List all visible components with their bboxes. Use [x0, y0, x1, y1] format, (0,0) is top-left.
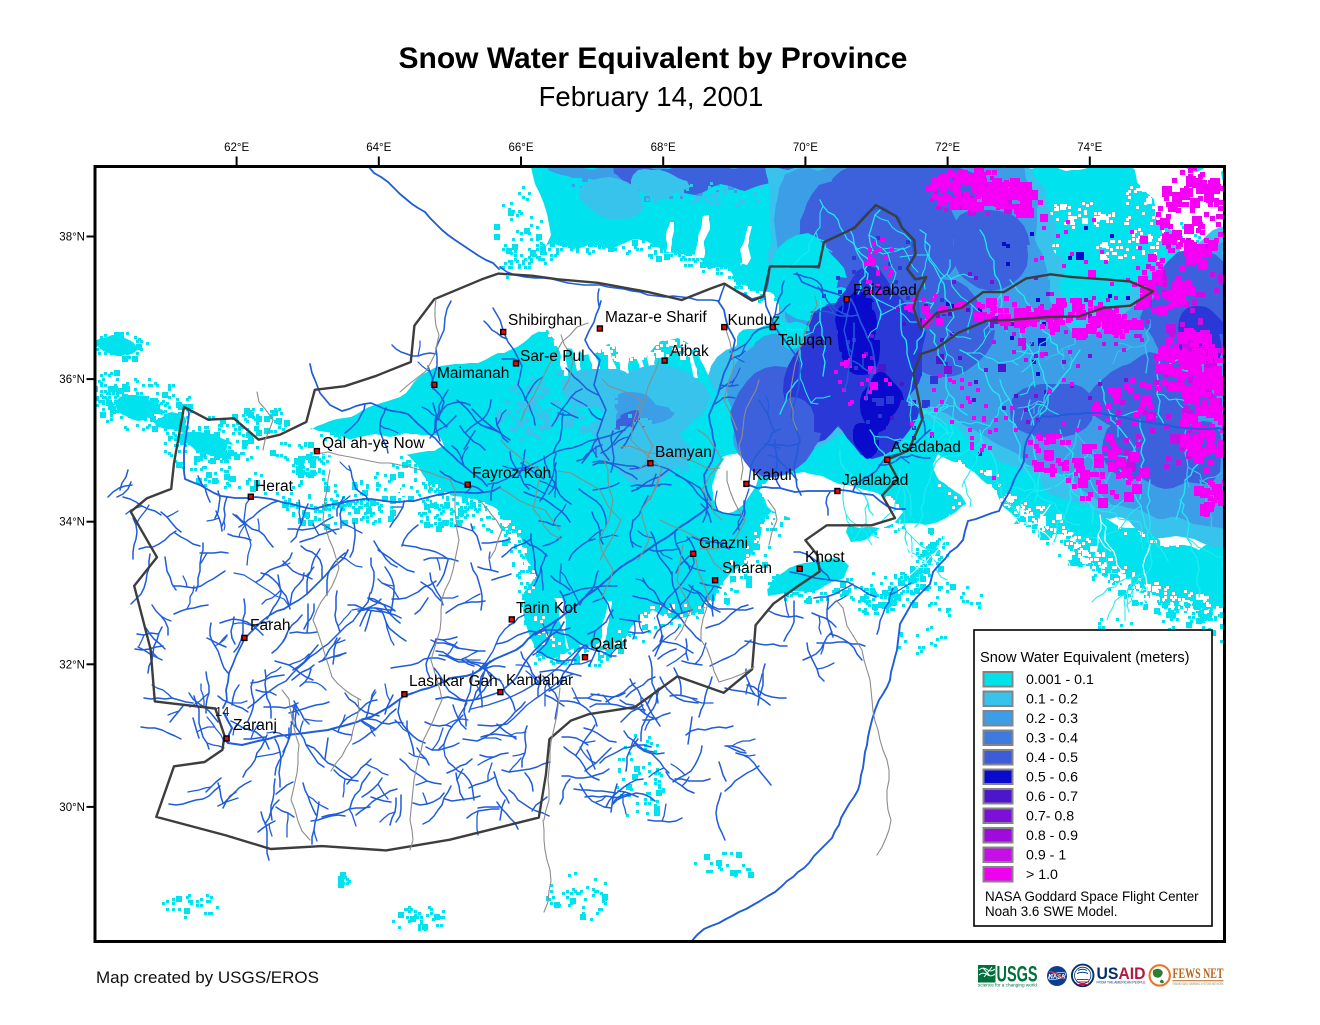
svg-text:14: 14: [215, 704, 229, 719]
svg-text:74°E: 74°E: [1077, 142, 1102, 154]
svg-text:Tarin Kot: Tarin Kot: [516, 600, 578, 617]
svg-text:Herat: Herat: [255, 478, 294, 495]
svg-text:Qal ah-ye Now: Qal ah-ye Now: [322, 435, 425, 452]
svg-text:30°N: 30°N: [59, 802, 85, 814]
svg-text:NASA: NASA: [1048, 975, 1066, 981]
svg-text:Faizabad: Faizabad: [853, 282, 917, 299]
svg-text:Farah: Farah: [250, 617, 291, 634]
svg-text:Lashkar Gah: Lashkar Gah: [409, 673, 498, 690]
svg-text:Shibirghan: Shibirghan: [508, 312, 582, 329]
svg-text:Taluqan: Taluqan: [778, 332, 832, 349]
svg-text:36°N: 36°N: [59, 374, 85, 386]
svg-text:Sharan: Sharan: [722, 560, 772, 577]
svg-text:science for a changing world: science for a changing world: [978, 983, 1037, 988]
svg-text:Snow Water Equivalent by Provi: Snow Water Equivalent by Province: [398, 42, 907, 75]
svg-text:0.6 - 0.7: 0.6 - 0.7: [1026, 789, 1078, 805]
svg-text:Kunduz: Kunduz: [728, 312, 781, 329]
svg-text:USAID: USAID: [1097, 965, 1146, 983]
svg-text:0.001 - 0.1: 0.001 - 0.1: [1026, 672, 1094, 688]
svg-text:0.3 - 0.4: 0.3 - 0.4: [1026, 731, 1078, 747]
svg-text:38°N: 38°N: [59, 232, 85, 244]
svg-text:Snow Water Equivalent (meters): Snow Water Equivalent (meters): [980, 650, 1190, 666]
svg-text:0.8 - 0.9: 0.8 - 0.9: [1026, 828, 1078, 844]
svg-text:Asadabad: Asadabad: [891, 439, 961, 456]
svg-text:Kabul: Kabul: [752, 467, 792, 484]
svg-text:Mazar-e Sharif: Mazar-e Sharif: [605, 309, 707, 326]
svg-text:62°E: 62°E: [224, 142, 249, 154]
svg-text:68°E: 68°E: [651, 142, 676, 154]
svg-text:FAMINE EARLY WARNING SYSTEMS N: FAMINE EARLY WARNING SYSTEMS NETWORK: [1173, 982, 1224, 986]
svg-text:FROM THE AMERICAN PEOPLE: FROM THE AMERICAN PEOPLE: [1097, 980, 1146, 985]
svg-text:Qalat: Qalat: [590, 636, 628, 653]
svg-text:NASA Goddard Space Flight Cent: NASA Goddard Space Flight Center: [985, 889, 1199, 904]
svg-text:FEWS NET: FEWS NET: [1173, 966, 1224, 982]
svg-text:Bamyan: Bamyan: [655, 444, 712, 461]
svg-text:Sar-e Pul: Sar-e Pul: [520, 348, 585, 365]
svg-text:64°E: 64°E: [366, 142, 391, 154]
svg-text:72°E: 72°E: [935, 142, 960, 154]
svg-text:Noah 3.6 SWE Model.: Noah 3.6 SWE Model.: [985, 904, 1117, 919]
svg-text:Ghazni: Ghazni: [699, 535, 748, 552]
svg-text:Zaranj: Zaranj: [233, 717, 277, 734]
svg-text:February 14, 2001: February 14, 2001: [539, 81, 764, 112]
svg-text:0.9 - 1: 0.9 - 1: [1026, 848, 1066, 864]
svg-text:0.5 - 0.6: 0.5 - 0.6: [1026, 770, 1078, 786]
svg-text:Maimanah: Maimanah: [437, 365, 509, 382]
svg-text:34°N: 34°N: [59, 517, 85, 529]
svg-text:32°N: 32°N: [59, 659, 85, 671]
svg-text:Khost: Khost: [805, 549, 845, 566]
svg-text:0.4 - 0.5: 0.4 - 0.5: [1026, 750, 1078, 766]
svg-text:0.2 - 0.3: 0.2 - 0.3: [1026, 711, 1078, 727]
svg-text:USGS: USGS: [997, 962, 1038, 987]
svg-text:66°E: 66°E: [508, 142, 533, 154]
svg-text:Jalalabad: Jalalabad: [842, 472, 908, 489]
svg-text:70°E: 70°E: [793, 142, 818, 154]
svg-text:Fayroz Koh: Fayroz Koh: [472, 465, 551, 482]
svg-text:Map created by USGS/EROS: Map created by USGS/EROS: [96, 968, 319, 987]
svg-text:> 1.0: > 1.0: [1026, 867, 1058, 883]
svg-text:0.7- 0.8: 0.7- 0.8: [1026, 809, 1074, 825]
svg-text:Kandahar: Kandahar: [506, 672, 573, 689]
svg-text:Aibak: Aibak: [670, 343, 709, 360]
svg-text:0.1 - 0.2: 0.1 - 0.2: [1026, 692, 1078, 708]
